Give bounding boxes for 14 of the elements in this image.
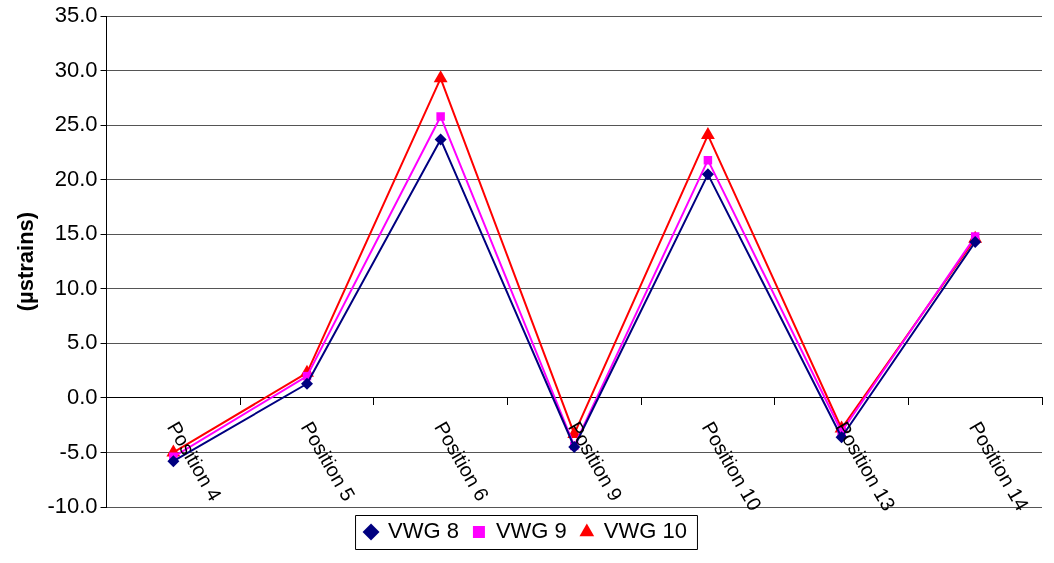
- legend-label: VWG 9: [495, 518, 567, 544]
- y-tick-label: 5.0: [66, 329, 98, 355]
- y-tick-label: 15.0: [54, 220, 98, 246]
- y-tick-label: -5.0: [59, 438, 98, 464]
- y-tick-label: 25.0: [54, 111, 98, 137]
- y-tick-label: -10.0: [47, 493, 98, 519]
- y-tick-label: 30.0: [54, 56, 98, 82]
- y-tick-label: 0.0: [66, 384, 98, 409]
- y-tick-label: 10.0: [54, 274, 98, 300]
- y-axis-title: (µstrains): [13, 211, 39, 312]
- legend-label: VWG 8: [388, 518, 459, 544]
- y-tick-label: 20.0: [54, 165, 98, 191]
- legend-label: VWG 10: [603, 518, 687, 544]
- y-tick-label: 35.0: [54, 2, 98, 28]
